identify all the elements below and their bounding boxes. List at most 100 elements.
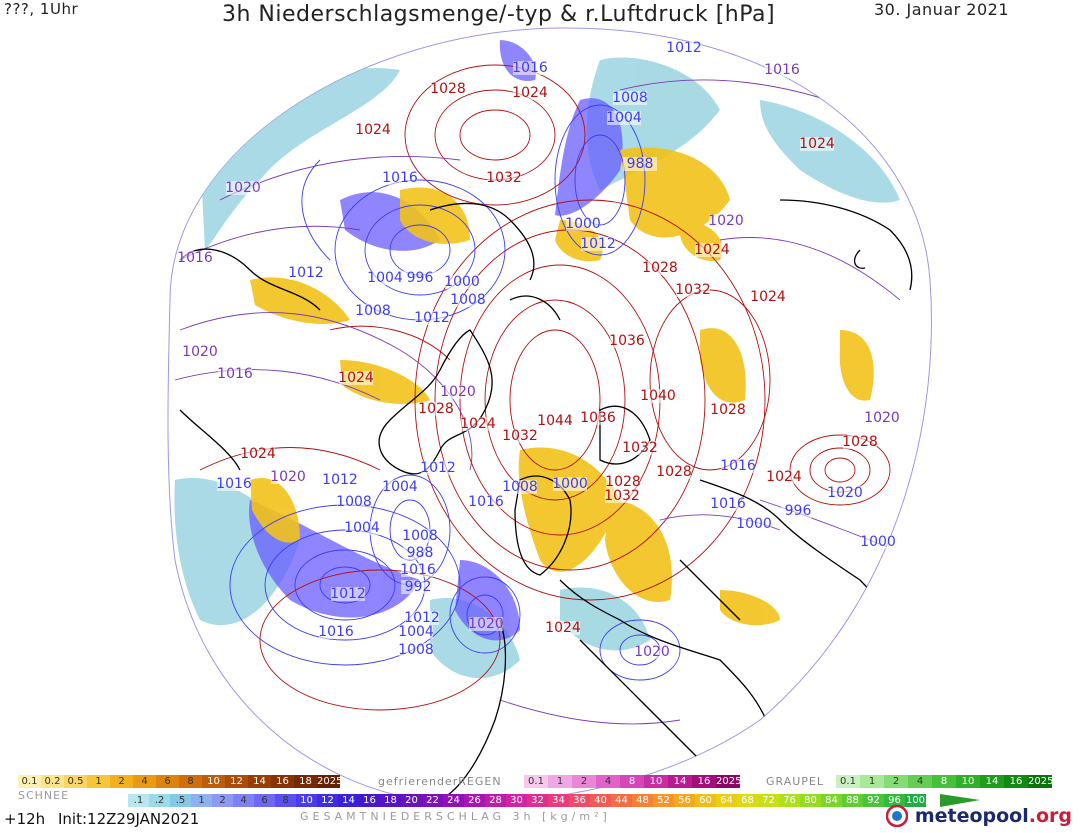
pressure-label-bg [503,429,537,443]
legend-swatch: 24 [443,794,464,807]
pressure-label: 1008 [450,292,486,308]
pressure-label-bg [800,137,834,151]
pressure-label: 1008 [398,642,434,658]
pressure-label-bg [218,367,252,381]
legend-swatch: 100 [905,794,926,807]
legend-swatch: .5 [170,794,191,807]
pressure-label: 1016 [177,250,213,266]
pressure-label: 1008 [355,303,391,319]
legend-freezing-title: gefrierenderREGEN [378,775,502,788]
pressure-label: 1004 [382,479,418,495]
legend-swatch: 10 [202,775,225,788]
legend-swatch: 92 [863,794,884,807]
pressure-label: 1016 [710,496,746,512]
pressure-label-bg [581,411,615,425]
legend-graupel-title: GRAUPEL [766,775,825,788]
pressure-label-bg [331,587,365,601]
pressure-label: 1044 [537,413,573,429]
pressure-label: 1000 [552,476,588,492]
run-label: ???, 1Uhr [4,0,79,18]
pressure-label: 1020 [182,344,218,360]
pressure-label: 1004 [606,110,642,126]
pressure-label: 1032 [622,440,658,456]
pressure-label: 1012 [420,460,456,476]
pressure-label-bg [401,580,435,594]
pressure-label: 1020 [708,213,744,229]
legend-swatch: 76 [779,794,800,807]
pressure-label: 1012 [404,610,440,626]
legend-arrow-icon [940,794,980,807]
legend-swatch: 16 [692,775,716,788]
pressure-label-bg [709,214,743,228]
legend-swatch: 6 [156,775,179,788]
legend-swatch: 36 [569,794,590,807]
pressure-label-bg [513,86,547,100]
pressure-label: 1024 [512,85,548,101]
pressure-label: 1004 [344,520,380,536]
legend-total-title: GESAMTNIEDERSCHLAG 3h [kg/m²] [300,810,611,823]
pressure-label: 1028 [605,474,641,490]
pressure-label: 1012 [288,265,324,281]
legend-swatch: 1 [860,775,884,788]
pressure-label: 1020 [270,469,306,485]
pressure-label: 988 [407,545,434,561]
pressure-label: 1016 [512,60,548,76]
legend-swatch: 30 [506,794,527,807]
pressure-label: 996 [407,270,434,286]
legend-swatch: 12 [225,775,248,788]
pressure-label-bg [421,461,455,475]
logo-name: meteopool [914,805,1029,827]
legend-swatch: .2 [149,794,170,807]
legend-swatch: 34 [548,794,569,807]
legend-swatch: 4 [908,775,932,788]
forecast-hour: +12h [4,810,46,828]
pressure-label-bg [461,417,495,431]
pressure-label: 1028 [418,401,454,417]
pressure-label: 1028 [710,402,746,418]
legend-swatch: 0.2 [41,775,64,788]
pressure-label-bg [607,111,641,125]
legend-swatch: 2025+ [317,775,340,788]
pressure-label-bg [356,304,390,318]
legend-swatch: 22 [422,794,443,807]
pressure-label: 1028 [842,434,878,450]
pressure-label: 1000 [736,516,772,532]
pressure-label: 1032 [604,488,640,504]
legend-snow-title: SCHNEE [18,789,70,802]
pressure-label-bg [765,63,799,77]
pressure-label-bg [695,243,729,257]
pressure-label: 1020 [864,410,900,426]
legend-swatch: .1 [128,794,149,807]
pressure-label-bg [721,459,755,473]
pressure-label-bg [441,385,475,399]
legend-swatch: 2 [110,775,133,788]
pressure-label: 1004 [398,624,434,640]
pressure-label: 1024 [750,289,786,305]
legend-swatch: 0.1 [524,775,548,788]
legend-swatch: 52 [653,794,674,807]
pressure-label: 1012 [414,310,450,326]
legend-swatch: 14 [980,775,1004,788]
pressure-label-bg [605,489,639,503]
legend-swatch: 16 [359,794,380,807]
pressure-label-bg [828,486,862,500]
legend-swatch: 0.1 [18,775,41,788]
pressure-label-bg [781,504,815,518]
pressure-label-bg [339,371,373,385]
pressure-label: 1020 [440,384,476,400]
legend-swatch: 1 [191,794,212,807]
legend-total-precip: .1.2.5 1 2 4 6 8 10 12 14 16 18 20 22 24 26 28 30 32 34 36 4… [128,794,926,807]
legend-swatch: 8 [275,794,296,807]
meteopool-logo[interactable]: meteopool.org [885,804,1072,828]
pressure-label: 1016 [216,476,252,492]
legend-swatch: 2 [572,775,596,788]
pressure-label-bg [513,61,547,75]
logo-globe-icon [885,804,909,828]
pressure-label: 1016 [764,62,800,78]
pressure-label-bg [469,617,503,631]
pressure-label-bg [623,157,657,171]
legend-swatch: 60 [695,794,716,807]
pressure-label-bg [403,546,437,560]
pressure-label-bg [319,625,353,639]
